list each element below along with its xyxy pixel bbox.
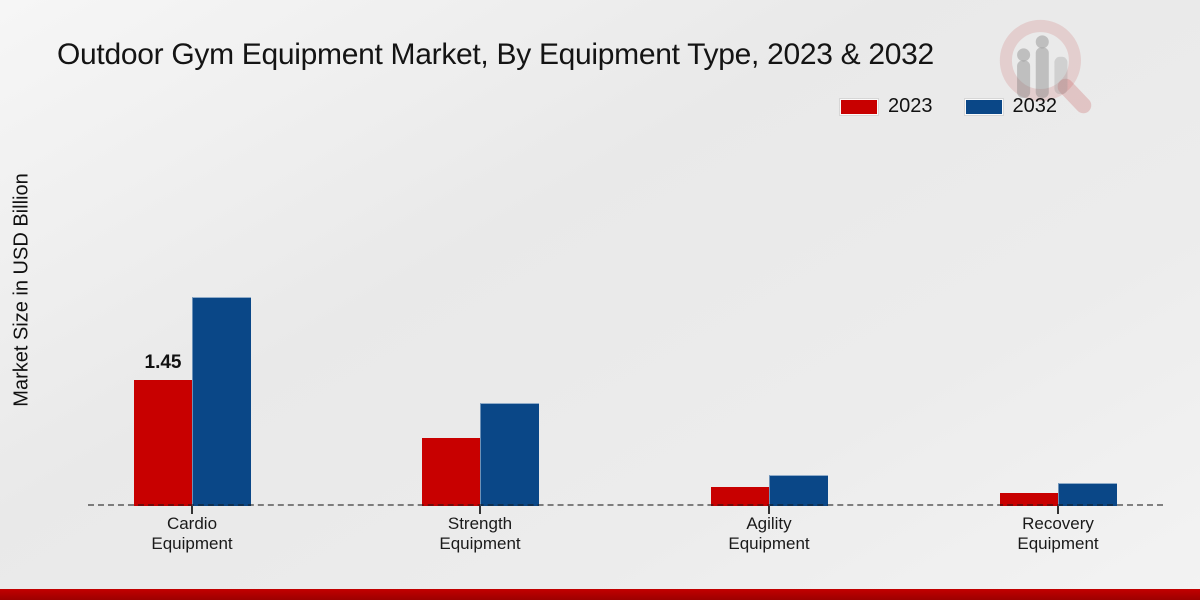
axis-tick-strength <box>479 506 481 514</box>
zero-baseline-dashed <box>88 504 1163 506</box>
chart-title: Outdoor Gym Equipment Market, By Equipme… <box>57 38 934 71</box>
footer-accent-bar <box>0 589 1200 600</box>
bar-2023-strength <box>422 438 480 506</box>
category-label-strength: Strength Equipment <box>439 514 521 553</box>
bar-2023-recovery <box>1000 493 1058 506</box>
category-label-recovery: Recovery Equipment <box>1017 514 1099 553</box>
legend-label-2032: 2032 <box>1012 95 1058 117</box>
legend: 2023 2032 <box>840 95 1057 118</box>
bar-2032-cardio <box>192 297 251 506</box>
legend-swatch-2023-icon <box>840 98 878 115</box>
axis-tick-recovery <box>1057 506 1059 514</box>
magnifier-bar-chart-logo-icon <box>999 19 1092 114</box>
y-axis-label: Market Size in USD Billion <box>10 173 33 407</box>
bar-2032-strength <box>480 403 539 506</box>
bar-value-label: 1.45 <box>144 352 182 373</box>
legend-item-2032: 2032 <box>964 95 1058 118</box>
axis-tick-agility <box>768 506 770 514</box>
bar-2023-agility <box>711 487 769 506</box>
legend-label-2023: 2023 <box>888 95 933 117</box>
category-label-cardio: Cardio Equipment <box>151 514 233 553</box>
legend-swatch-2032-icon <box>964 98 1003 115</box>
bar-2032-agility <box>769 475 828 506</box>
legend-item-2023: 2023 <box>840 95 933 118</box>
bar-2023-cardio <box>134 380 192 506</box>
axis-tick-cardio <box>191 506 193 514</box>
bar-2032-recovery <box>1058 483 1117 506</box>
category-label-agility: Agility Equipment <box>728 514 810 553</box>
